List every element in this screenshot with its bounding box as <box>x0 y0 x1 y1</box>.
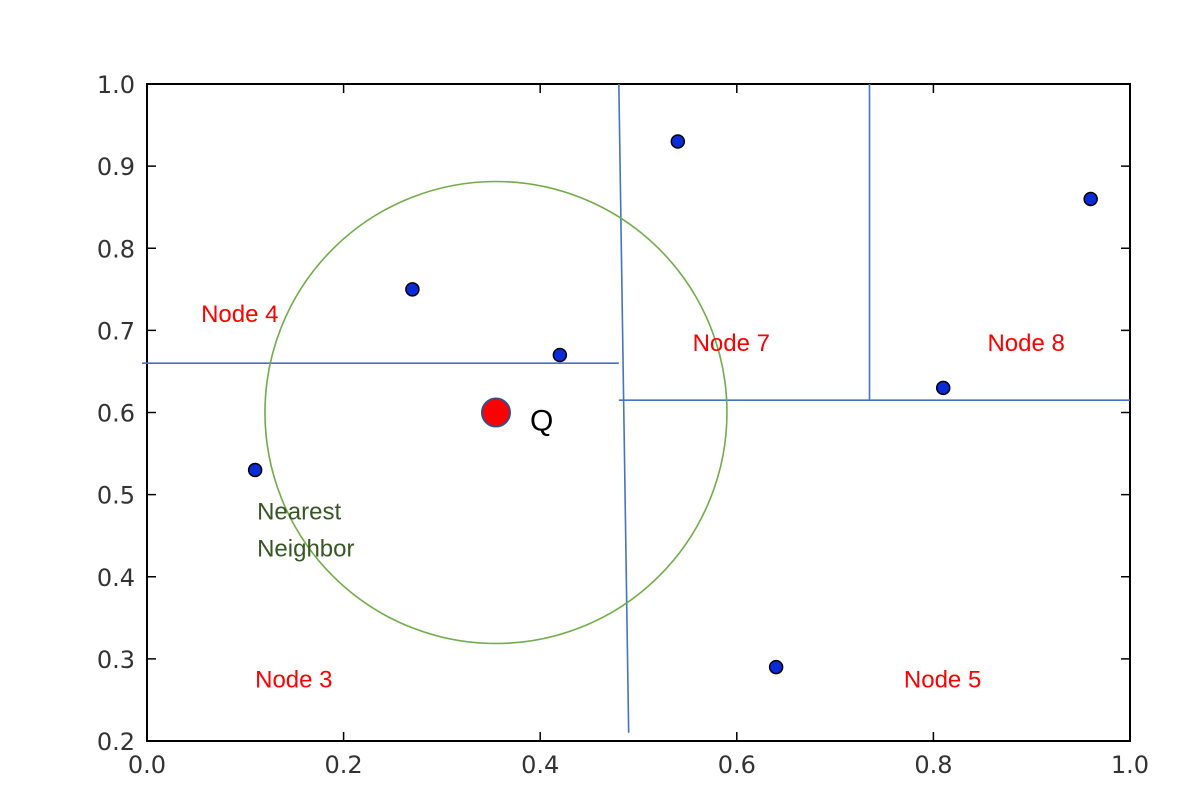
data-point <box>552 347 568 363</box>
x-tick-label: 0.6 <box>718 751 756 779</box>
y-tick-label: 0.7 <box>97 317 135 345</box>
data-point <box>247 462 263 478</box>
x-tick-label: 0.2 <box>325 751 363 779</box>
nearest-neighbor-label: Nearest <box>257 498 341 525</box>
x-tick-label: 0.0 <box>128 751 166 779</box>
split-lines <box>142 83 1130 733</box>
split-line <box>618 83 630 733</box>
region-label: Node 7 <box>693 330 770 357</box>
y-tick-label: 0.9 <box>97 153 135 181</box>
x-tick-label: 0.4 <box>521 751 559 779</box>
search-circle-group <box>264 180 728 645</box>
data-point <box>1083 191 1098 207</box>
plot-frame <box>146 83 1131 742</box>
x-tick-label: 1.0 <box>1111 751 1149 779</box>
region-label: Node 5 <box>904 667 981 694</box>
data-point <box>670 134 686 149</box>
y-tick-label: 1.0 <box>97 71 135 99</box>
search-radius-circle <box>264 180 728 645</box>
query-point <box>480 397 511 428</box>
data-point <box>768 659 784 675</box>
data-points: Q <box>247 134 1098 675</box>
y-tick-label: 0.8 <box>97 235 135 263</box>
query-label: Q <box>530 405 553 438</box>
data-point <box>935 380 951 396</box>
x-tick-label: 0.8 <box>914 751 952 779</box>
y-tick-label: 0.2 <box>97 728 135 756</box>
nearest-neighbor-label: Neighbor <box>257 535 354 562</box>
y-tick-label: 0.3 <box>97 646 135 674</box>
region-label: Node 4 <box>201 301 278 328</box>
y-tick-label: 0.5 <box>97 482 135 510</box>
data-point <box>405 282 420 297</box>
region-labels: Node 4 Node 7 Node 8 Node 3 Node 5 Nearest Nei… <box>201 301 1065 693</box>
y-tick-label: 0.4 <box>97 564 135 592</box>
axes: 0.0 0.2 0.4 0.6 0.8 1.00.20.30.40.50.60.70.80… <box>97 71 1149 779</box>
region-label: Node 8 <box>987 330 1064 357</box>
region-label: Node 3 <box>255 667 332 694</box>
y-tick-label: 0.6 <box>97 400 135 428</box>
